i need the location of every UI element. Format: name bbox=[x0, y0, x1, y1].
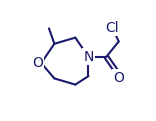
Text: O: O bbox=[32, 56, 43, 70]
Text: O: O bbox=[113, 71, 124, 85]
Text: N: N bbox=[83, 50, 94, 64]
Text: Cl: Cl bbox=[106, 21, 119, 35]
